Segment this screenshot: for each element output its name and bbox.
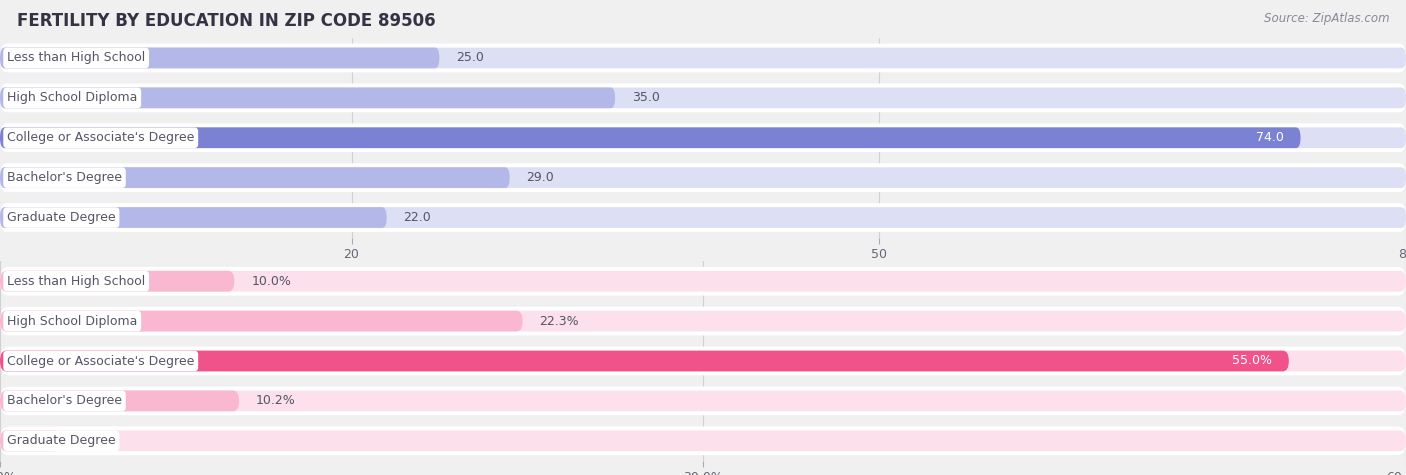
- Text: Bachelor's Degree: Bachelor's Degree: [7, 171, 122, 184]
- FancyBboxPatch shape: [0, 167, 1406, 188]
- FancyBboxPatch shape: [0, 267, 1406, 295]
- FancyBboxPatch shape: [0, 390, 239, 411]
- FancyBboxPatch shape: [0, 307, 1406, 335]
- FancyBboxPatch shape: [0, 87, 616, 108]
- Text: Bachelor's Degree: Bachelor's Degree: [7, 394, 122, 408]
- FancyBboxPatch shape: [0, 430, 1406, 451]
- Text: 55.0%: 55.0%: [1232, 354, 1272, 368]
- Text: Source: ZipAtlas.com: Source: ZipAtlas.com: [1264, 12, 1389, 25]
- Text: 74.0: 74.0: [1256, 131, 1284, 144]
- Text: 22.0: 22.0: [404, 211, 432, 224]
- FancyBboxPatch shape: [0, 390, 1406, 411]
- FancyBboxPatch shape: [0, 387, 1406, 415]
- FancyBboxPatch shape: [0, 87, 1406, 108]
- FancyBboxPatch shape: [0, 207, 1406, 228]
- FancyBboxPatch shape: [0, 163, 1406, 192]
- FancyBboxPatch shape: [0, 84, 1406, 112]
- FancyBboxPatch shape: [0, 207, 387, 228]
- FancyBboxPatch shape: [0, 271, 235, 292]
- Text: Graduate Degree: Graduate Degree: [7, 434, 115, 447]
- Text: High School Diploma: High School Diploma: [7, 314, 138, 328]
- FancyBboxPatch shape: [0, 48, 439, 68]
- Text: 2.6%: 2.6%: [77, 434, 110, 447]
- FancyBboxPatch shape: [0, 351, 1289, 371]
- Text: 10.0%: 10.0%: [252, 275, 291, 288]
- Text: 10.2%: 10.2%: [256, 394, 295, 408]
- FancyBboxPatch shape: [0, 48, 1406, 68]
- Text: 25.0: 25.0: [456, 51, 484, 65]
- FancyBboxPatch shape: [0, 127, 1406, 148]
- FancyBboxPatch shape: [0, 347, 1406, 375]
- FancyBboxPatch shape: [0, 127, 1301, 148]
- FancyBboxPatch shape: [0, 124, 1406, 152]
- Text: Less than High School: Less than High School: [7, 51, 145, 65]
- FancyBboxPatch shape: [0, 311, 1406, 332]
- Text: Less than High School: Less than High School: [7, 275, 145, 288]
- Text: High School Diploma: High School Diploma: [7, 91, 138, 104]
- FancyBboxPatch shape: [0, 44, 1406, 72]
- FancyBboxPatch shape: [0, 430, 60, 451]
- Text: College or Associate's Degree: College or Associate's Degree: [7, 131, 194, 144]
- FancyBboxPatch shape: [0, 203, 1406, 232]
- FancyBboxPatch shape: [0, 351, 1406, 371]
- Text: 35.0: 35.0: [633, 91, 659, 104]
- Text: Graduate Degree: Graduate Degree: [7, 211, 115, 224]
- Text: FERTILITY BY EDUCATION IN ZIP CODE 89506: FERTILITY BY EDUCATION IN ZIP CODE 89506: [17, 12, 436, 30]
- Text: 29.0: 29.0: [527, 171, 554, 184]
- FancyBboxPatch shape: [0, 271, 1406, 292]
- Text: College or Associate's Degree: College or Associate's Degree: [7, 354, 194, 368]
- FancyBboxPatch shape: [0, 167, 509, 188]
- FancyBboxPatch shape: [0, 311, 523, 332]
- Text: 22.3%: 22.3%: [540, 314, 579, 328]
- FancyBboxPatch shape: [0, 427, 1406, 455]
